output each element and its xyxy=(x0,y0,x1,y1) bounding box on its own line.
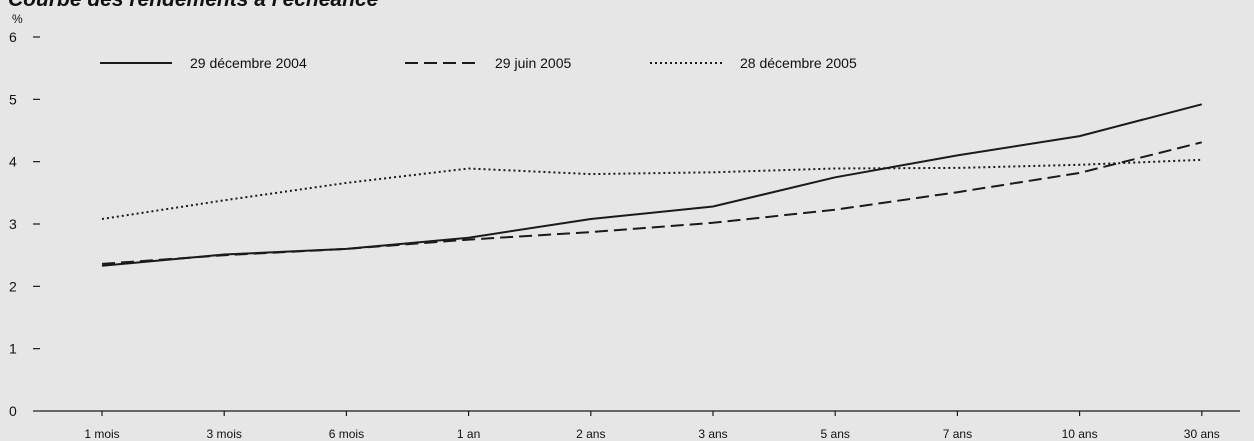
x-tick-label: 6 mois xyxy=(329,427,364,441)
y-tick-label: 5 xyxy=(9,91,17,107)
series-line-3 xyxy=(101,158,1202,220)
y-axis-unit-label: % xyxy=(12,12,23,26)
y-axis: 0 1 2 3 4 5 6 xyxy=(9,29,40,419)
x-tick-label: 5 ans xyxy=(821,427,850,441)
x-tick-label: 30 ans xyxy=(1184,427,1220,441)
x-tick-label: 1 an xyxy=(457,427,480,441)
y-tick-label: 0 xyxy=(9,403,17,419)
legend-label-3: 28 décembre 2005 xyxy=(740,55,857,71)
chart-title: Courbe des rendements à l'échéance xyxy=(8,0,378,12)
x-tick-label: 1 mois xyxy=(84,427,119,441)
x-axis: 1 mois 3 mois 6 mois 1 an 2 ans 3 ans 5 ans 7 a… xyxy=(40,410,1240,441)
series-lines xyxy=(101,103,1203,267)
legend: 29 décembre 2004 29 juin 2005 28 décembre … xyxy=(100,55,857,71)
x-tick-label: 3 ans xyxy=(698,427,727,441)
y-tick-label: 6 xyxy=(9,29,17,45)
y-tick-label: 1 xyxy=(9,341,17,357)
y-tick-label: 3 xyxy=(9,216,17,232)
x-tick-label: 10 ans xyxy=(1062,427,1098,441)
legend-label-2: 29 juin 2005 xyxy=(495,55,572,71)
legend-label-1: 29 décembre 2004 xyxy=(190,55,307,71)
y-tick-label: 4 xyxy=(9,154,17,170)
x-tick-label: 2 ans xyxy=(576,427,605,441)
x-tick-label: 7 ans xyxy=(943,427,972,441)
x-tick-label: 3 mois xyxy=(207,427,242,441)
y-tick-label: 2 xyxy=(9,278,17,294)
series-line-1 xyxy=(101,103,1203,267)
series-line-2 xyxy=(101,141,1203,265)
